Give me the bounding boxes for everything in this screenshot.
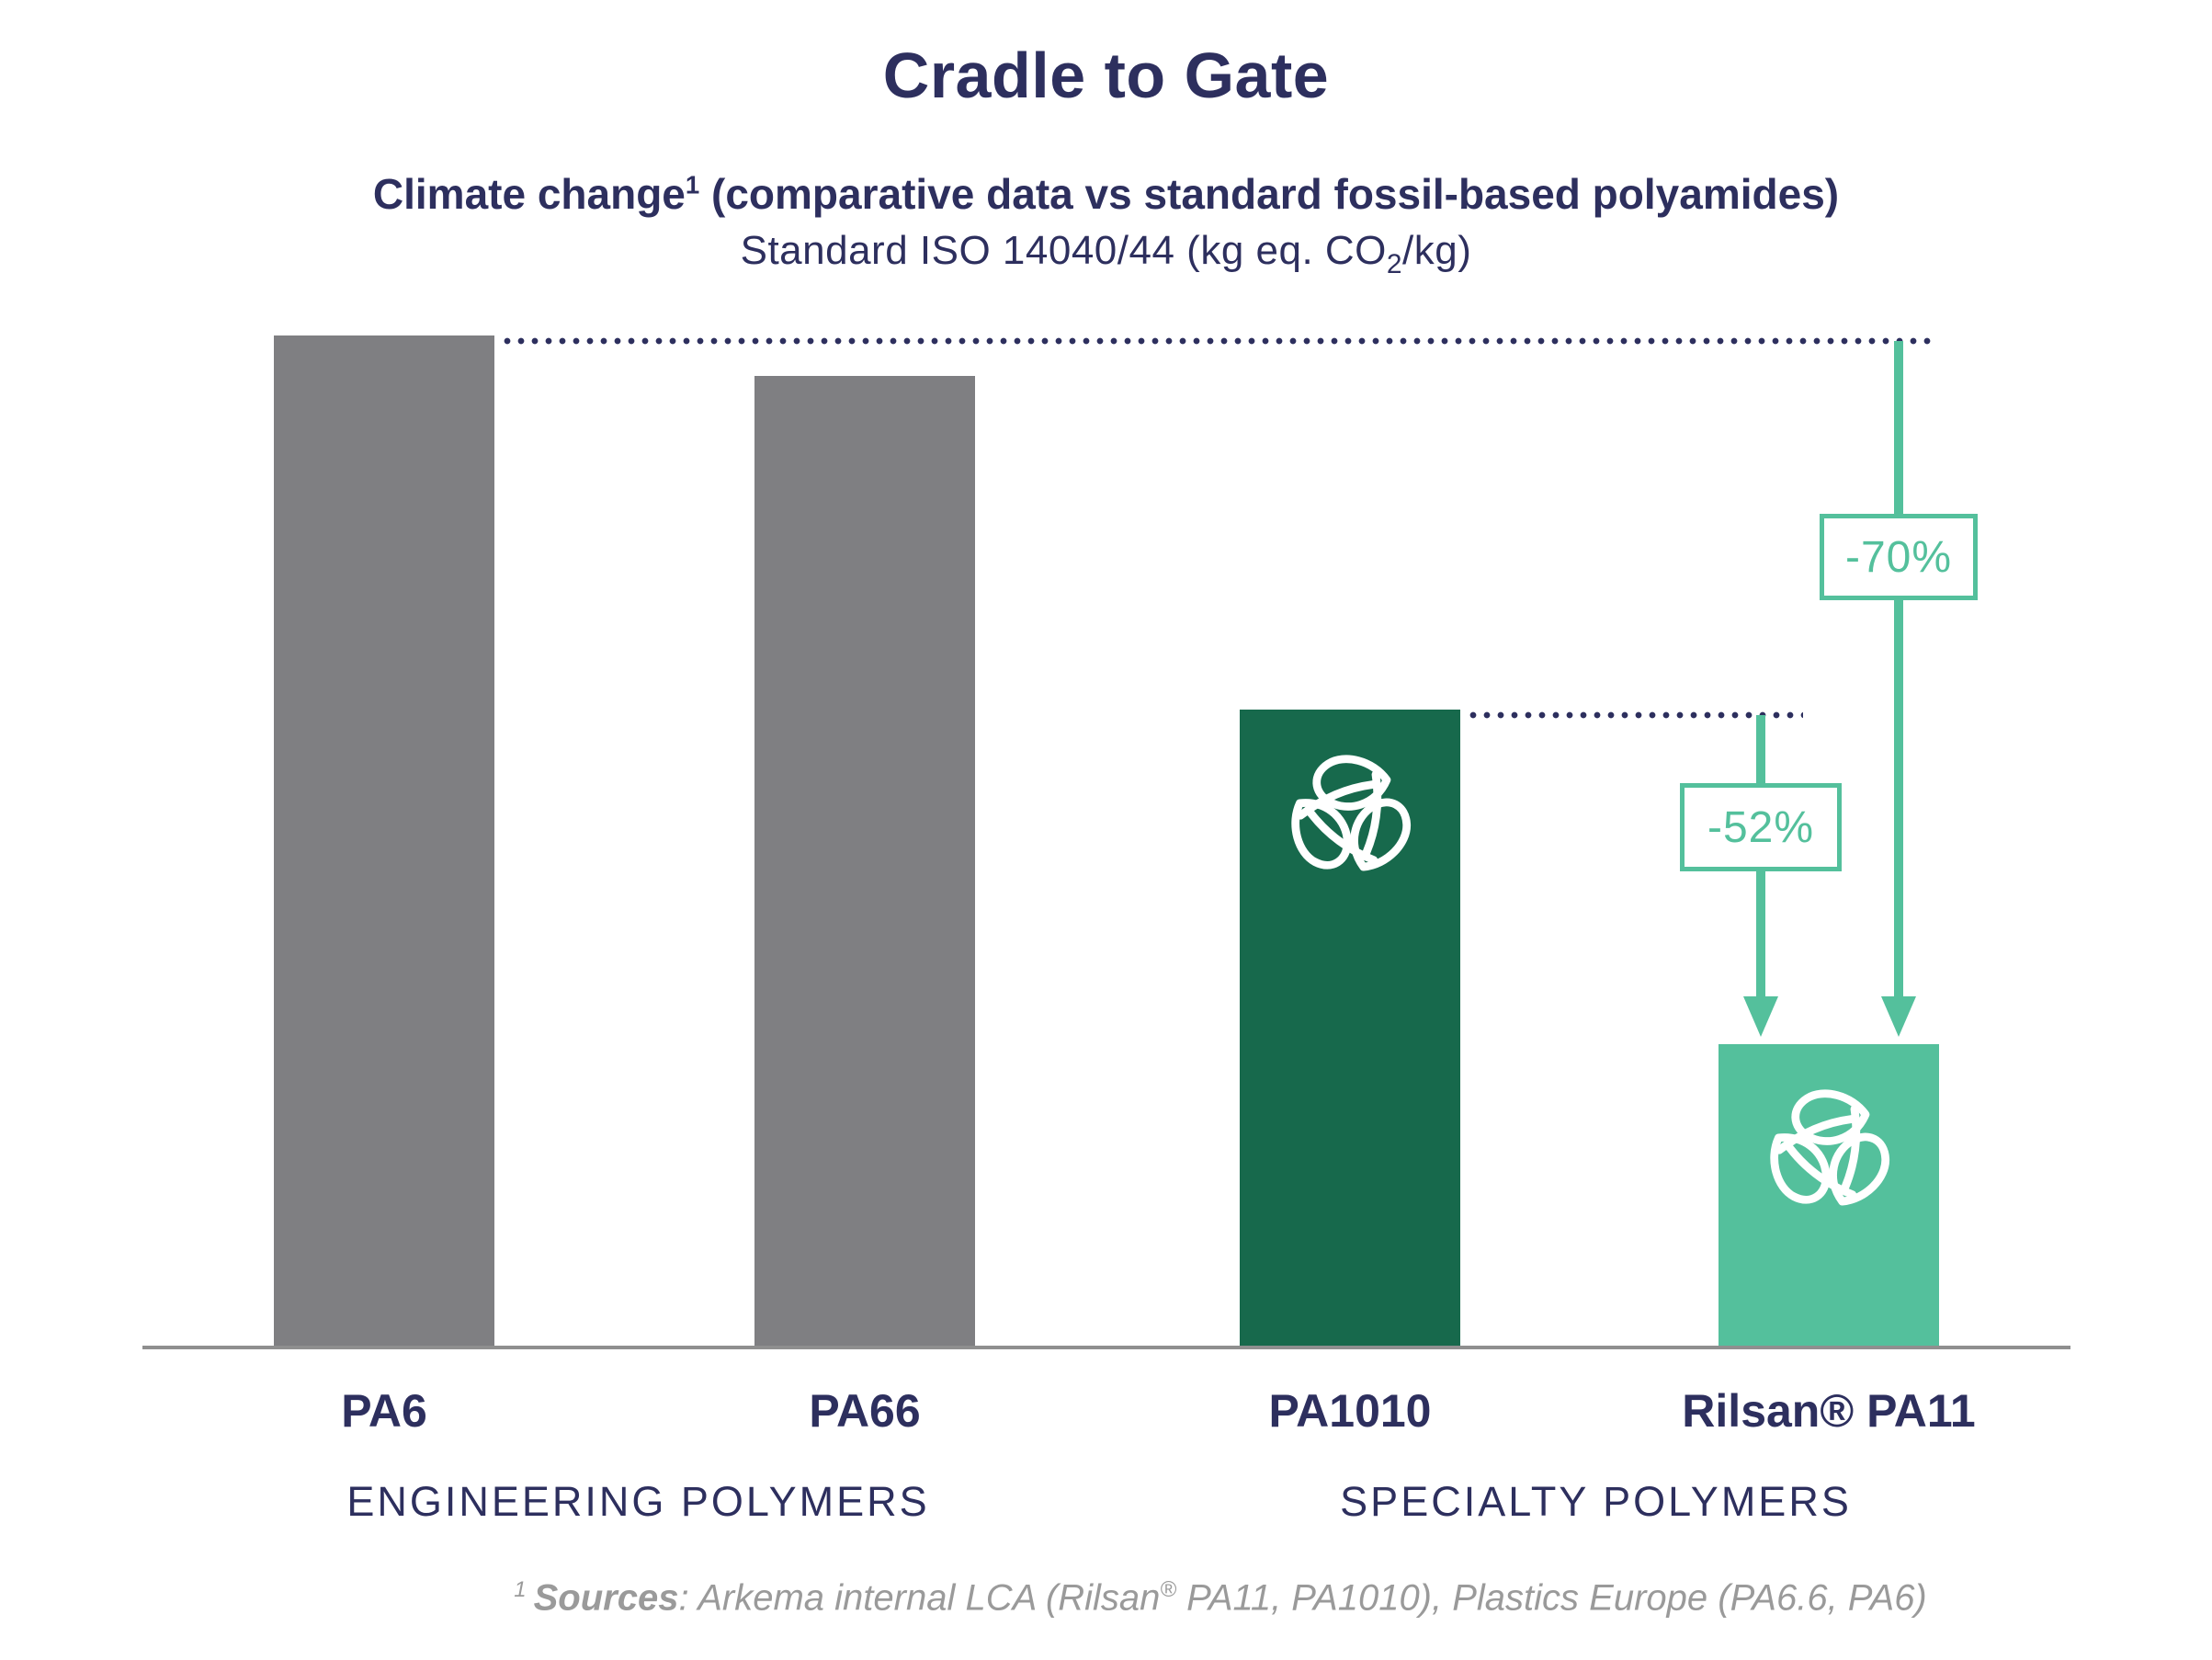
group-label-engineering-polymers: ENGINEERING POLYMERS [346,1478,930,1525]
chart-subtitle: Climate change1 (comparative data vs sta… [0,169,2212,219]
footnote-marker: 1 [685,170,700,199]
category-label-pa6: PA6 [341,1385,427,1437]
chart-standard-line: Standard ISO 14040/44 (kg eq. CO2/kg) [0,228,2212,280]
reference-dotted-line-pa1010-level [1469,711,1803,720]
axis-baseline [142,1346,2070,1349]
footnote-number: 1 [514,1577,527,1602]
reference-dotted-line-pa6-level [504,337,1934,345]
subtitle-text: Climate change [372,170,686,218]
footnote-sources-label: Sources [533,1577,679,1619]
footnote: 1 Sources: Arkema internal LCA (Rilsan® … [514,1577,1927,1619]
standard-text-continued: /kg) [1402,228,1472,273]
standard-text: Standard ISO 14040/44 (kg eq. CO [740,228,1387,273]
registered-mark: ® [1160,1577,1177,1602]
category-label-rilsan-pa11: Rilsan® PA11 [1682,1385,1976,1437]
bar-pa1010 [1240,710,1460,1347]
category-label-pa66: PA66 [809,1385,921,1437]
footnote-text-continued: PA11, PA1010), Plastics Europe (PA6.6, P… [1176,1577,1927,1619]
group-label-specialty-polymers: SPECIALTY POLYMERS [1340,1478,1852,1525]
leaf-recycle-icon [1760,1075,1898,1213]
down-arrow-70-head [1881,995,1916,1037]
category-label-pa1010: PA1010 [1268,1385,1432,1437]
down-arrow-52-head [1743,995,1778,1037]
down-arrow-70-shaft [1894,341,1903,998]
leaf-recycle-icon [1281,741,1419,879]
percent-badge-70: -70% [1820,514,1978,600]
bar-rilsan-pa11 [1719,1043,1939,1347]
footnote-text: : Arkema internal LCA (Rilsan [678,1577,1161,1619]
subtitle-text-continued: (comparative data vs standard fossil-bas… [699,170,1840,218]
bar-pa66 [754,376,975,1347]
co2-subscript: 2 [1386,248,1403,279]
chart-title: Cradle to Gate [882,40,1330,111]
bar-pa6 [274,335,494,1347]
percent-badge-52: -52% [1680,783,1842,871]
percent-badge-52-label: -52% [1707,802,1815,852]
percent-badge-70-label: -70% [1844,532,1953,582]
